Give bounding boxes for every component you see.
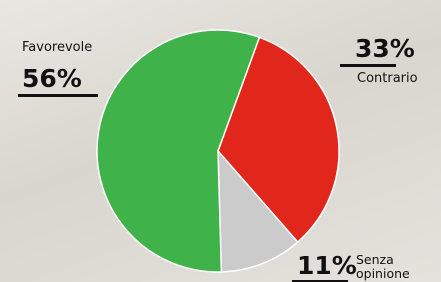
- percent-label: 33%: [355, 36, 415, 62]
- percent-label: 56%: [22, 66, 82, 92]
- label-underline: [18, 94, 98, 97]
- percent-label: 11%: [297, 253, 357, 279]
- chart: Contrario 33% Senza opinione11% Favorevole 5…: [0, 0, 441, 282]
- slice-label: Senza opinione: [356, 253, 406, 281]
- slice-label: Contrario: [357, 72, 437, 86]
- slice-label: Favorevole: [22, 41, 112, 55]
- label-underline: [340, 64, 396, 67]
